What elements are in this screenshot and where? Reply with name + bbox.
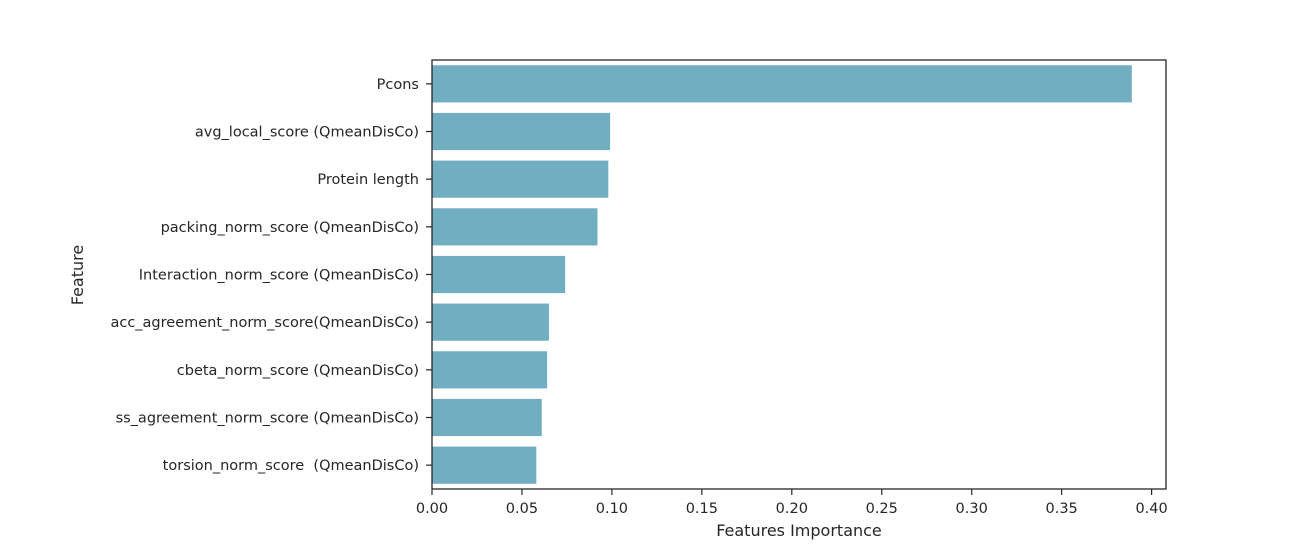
bar [432,160,609,198]
x-tick-label: 0.00 [416,501,448,517]
x-tick-label: 0.35 [1046,501,1078,517]
x-tick-label: 0.10 [596,501,628,517]
y-tick-label: cbeta_norm_score (QmeanDisCo) [177,363,419,379]
x-tick-label: 0.40 [1135,501,1167,517]
x-tick-label: 0.30 [956,501,988,517]
bars-layer [432,65,1132,484]
plot-frame [431,59,1167,490]
y-axis-label: Feature [68,245,87,305]
x-axis-label: Features Importance [716,521,882,540]
x-tick-label: 0.25 [866,501,898,517]
bar [432,303,549,341]
y-tick-label: acc_agreement_norm_score(QmeanDisCo) [110,315,419,331]
y-tick-label: Pcons [377,77,419,93]
y-tick-label: ss_agreement_norm_score (QmeanDisCo) [116,411,419,427]
bar [432,446,537,484]
bar [432,255,566,294]
bar [432,65,1132,103]
bar [432,398,542,437]
bar [432,208,598,246]
y-axis-ticks: Pcons avg_local_score (QmeanDisCo) Protein… [110,77,432,474]
x-tick-label: 0.15 [686,501,718,517]
y-tick-label: torsion_norm_score (QmeanDisCo) [163,458,419,474]
y-tick-label: avg_local_score (QmeanDisCo) [195,125,419,141]
y-tick-label: Interaction_norm_score (QmeanDisCo) [139,268,419,284]
x-tick-label: 0.20 [776,501,808,517]
x-tick-label: 0.05 [506,501,538,517]
y-tick-label: Protein length [317,172,419,188]
bar [432,351,548,389]
x-axis-ticks: 0.00 0.05 0.10 0.15 0.20 0.25 0.30 0.35 0.40 [416,489,1168,517]
y-tick-label: packing_norm_score (QmeanDisCo) [161,220,419,236]
bar [432,112,611,151]
